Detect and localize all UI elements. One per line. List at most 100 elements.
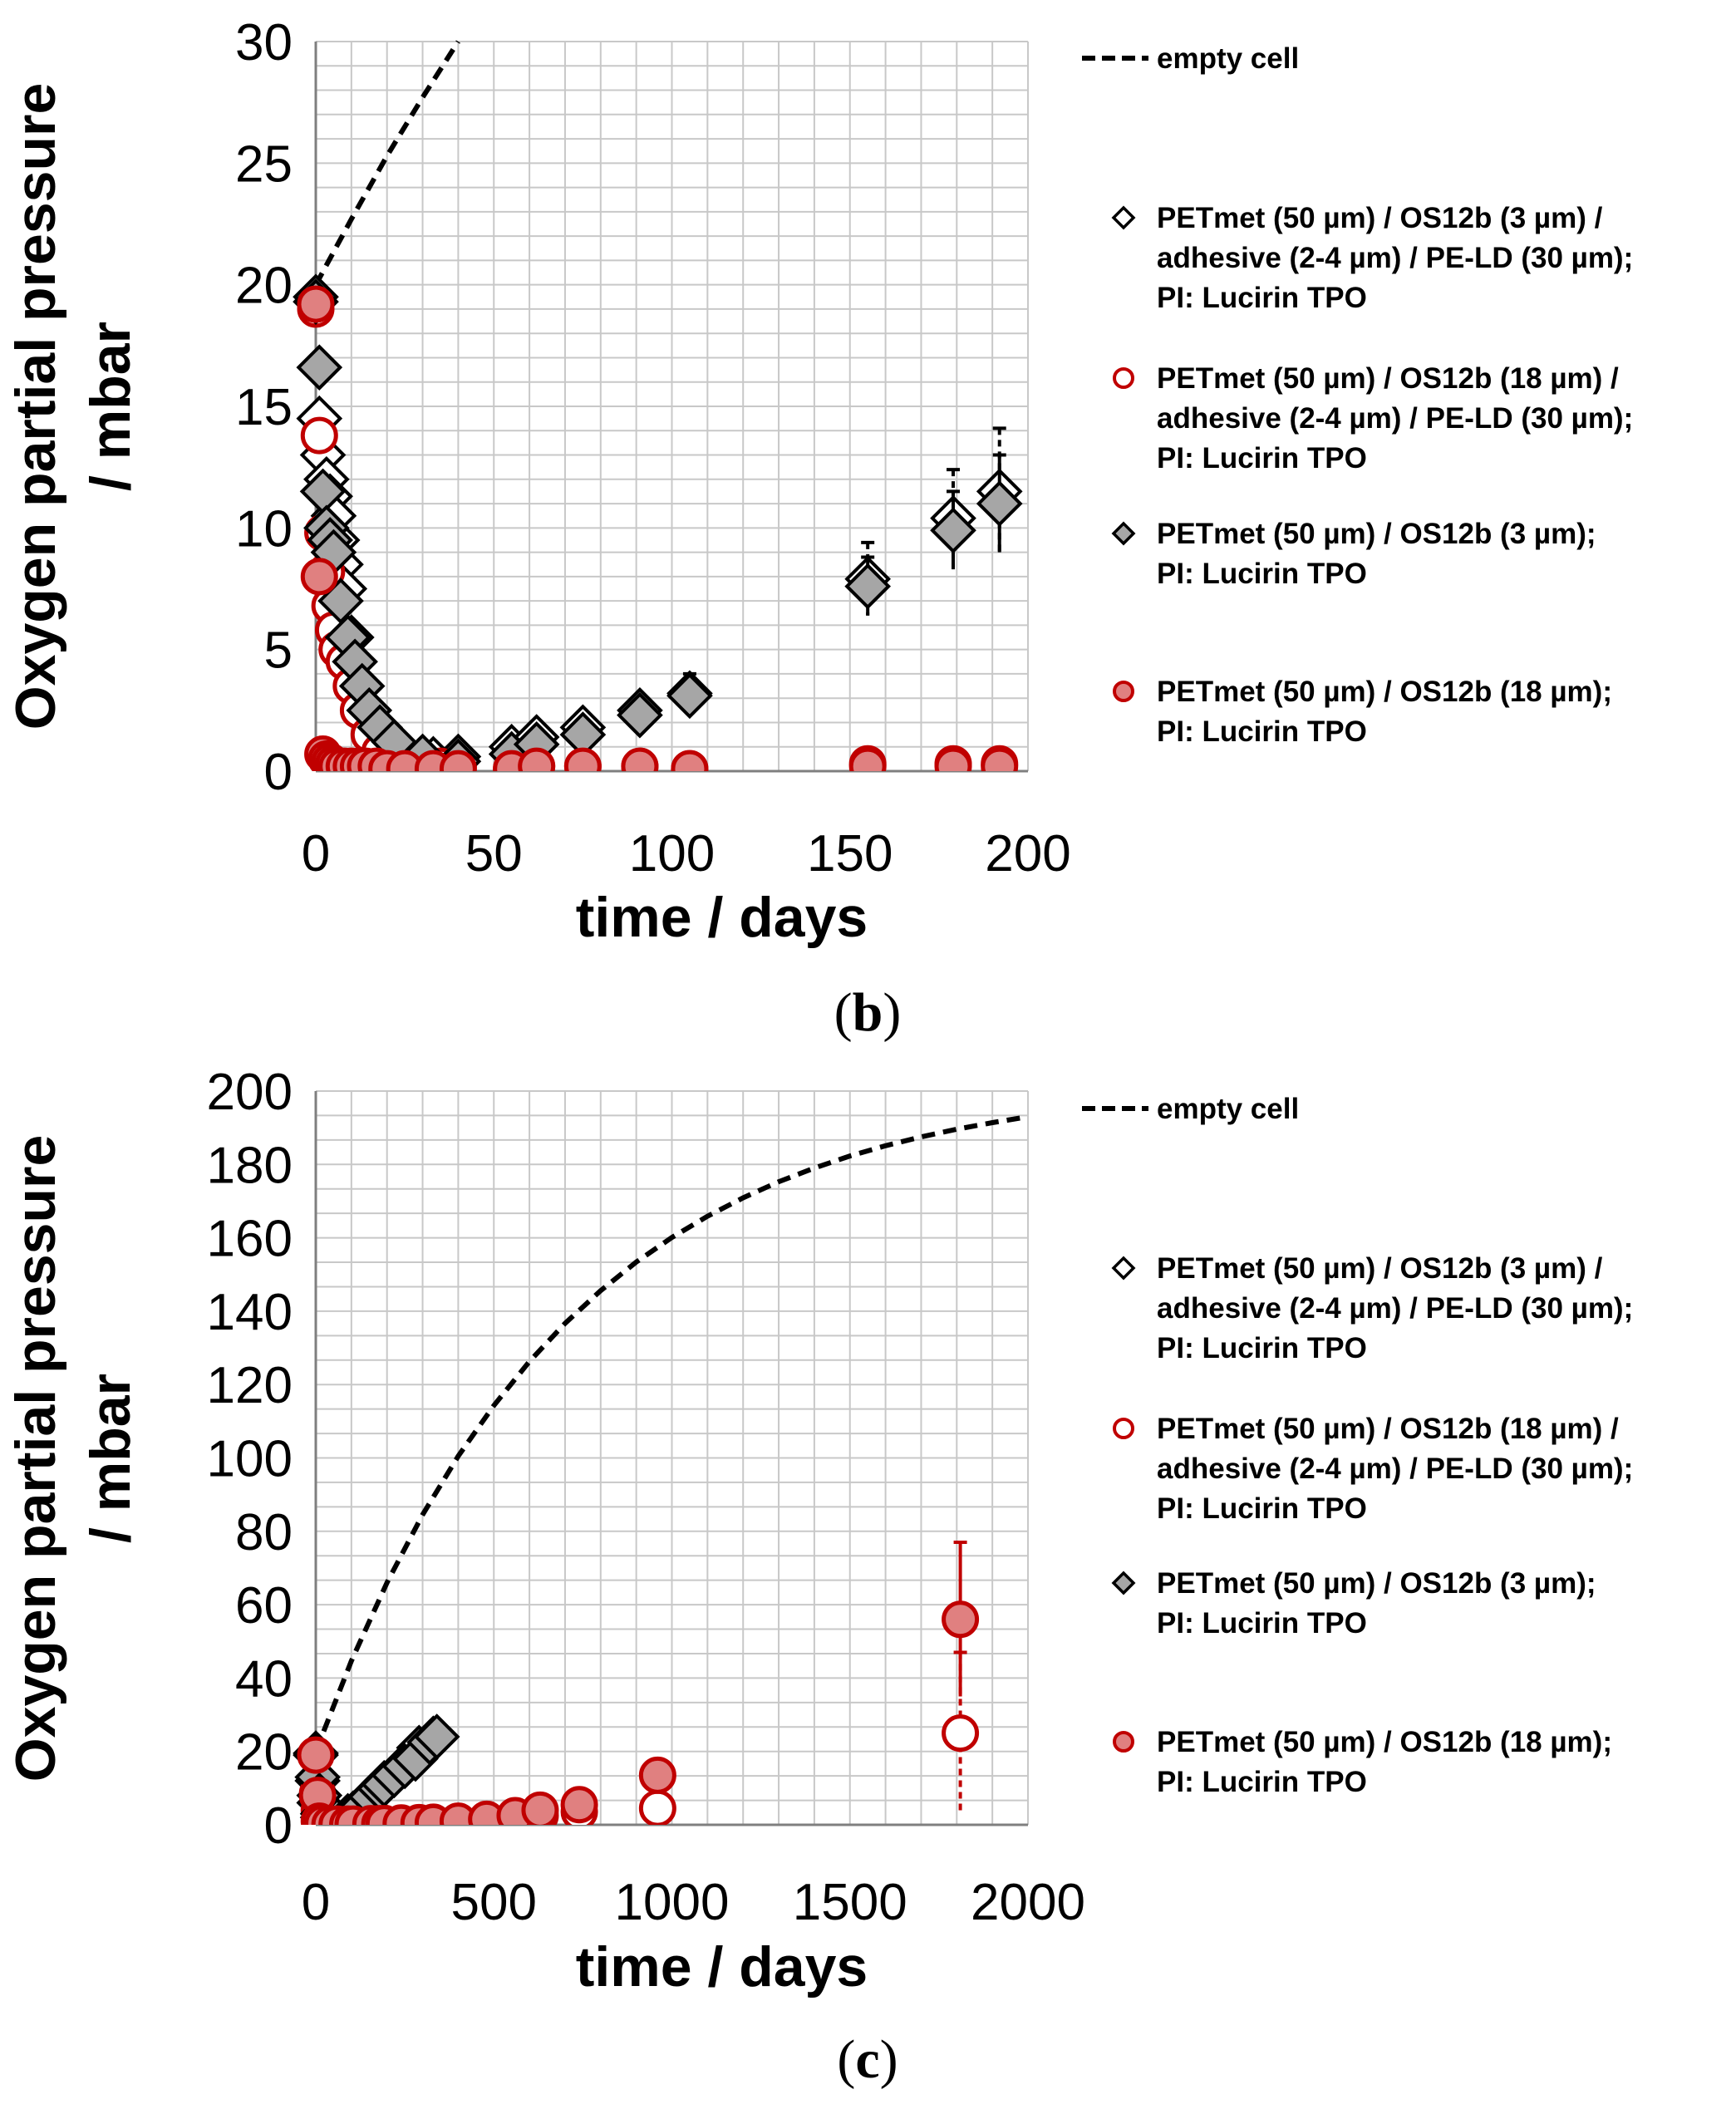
legend-label-s1: adhesive (2-4 µm) / PE-LD (30 µm); bbox=[1157, 242, 1633, 274]
panel-label-open: ( bbox=[834, 982, 853, 1043]
data-point bbox=[297, 1736, 335, 1774]
y-tick-label: 60 bbox=[235, 1577, 293, 1635]
data-point bbox=[942, 1714, 980, 1753]
legend-swatch-s3 bbox=[1111, 1571, 1136, 1595]
data-point bbox=[560, 1786, 598, 1824]
series-s4 bbox=[297, 285, 1019, 771]
y-tick-label: 0 bbox=[264, 744, 293, 801]
data-point bbox=[296, 344, 343, 391]
series-empty bbox=[313, 1113, 1029, 1753]
y-axis-title-unit: / mbar bbox=[79, 1374, 142, 1543]
legend-label-s2: PI: Lucirin TPO bbox=[1157, 1492, 1367, 1525]
legend-label-s2: adhesive (2-4 µm) / PE-LD (30 µm); bbox=[1157, 1453, 1633, 1485]
legend-label-s1: PI: Lucirin TPO bbox=[1157, 282, 1367, 314]
panel-label-letter: b bbox=[853, 982, 883, 1043]
legend-swatch-s2 bbox=[1113, 367, 1134, 389]
legend-label-s2: adhesive (2-4 µm) / PE-LD (30 µm); bbox=[1157, 402, 1633, 435]
data-point bbox=[413, 1713, 460, 1760]
data-point bbox=[638, 1756, 676, 1794]
legend: empty cell PETmet (50 µm) / OS12b (3 µm) … bbox=[1082, 42, 1633, 748]
y-tick-label: 140 bbox=[207, 1284, 293, 1341]
x-tick-label: 0 bbox=[302, 825, 330, 882]
y-tick-label: 40 bbox=[235, 1650, 293, 1708]
data-point bbox=[981, 747, 1019, 771]
grid bbox=[315, 41, 1029, 772]
legend-label-s3: PETmet (50 µm) / OS12b (3 µm); bbox=[1157, 518, 1596, 550]
legend-label-empty: empty cell bbox=[1157, 42, 1299, 75]
data-point bbox=[848, 747, 887, 771]
plot-area bbox=[293, 40, 1023, 771]
y-axis-title: Oxygen partial pressure bbox=[4, 83, 67, 730]
legend-swatch-s1 bbox=[1111, 205, 1136, 230]
y-tick-label: 0 bbox=[264, 1797, 293, 1855]
y-tick-label: 20 bbox=[235, 1724, 293, 1782]
panel-label-open: ( bbox=[837, 2029, 855, 2090]
legend-label-empty: empty cell bbox=[1157, 1093, 1299, 1125]
x-tick-label: 50 bbox=[465, 825, 523, 882]
legend-swatch-s1 bbox=[1111, 1256, 1136, 1281]
legend-label-s1: PETmet (50 µm) / OS12b (3 µm) / bbox=[1157, 202, 1603, 234]
legend-label-s1: PETmet (50 µm) / OS12b (3 µm) / bbox=[1157, 1252, 1603, 1285]
data-point bbox=[976, 480, 1023, 527]
legend-label-s2: PETmet (50 µm) / OS12b (18 µm) / bbox=[1157, 1413, 1619, 1445]
data-point bbox=[518, 747, 556, 771]
legend-swatch-s2 bbox=[1113, 1418, 1134, 1439]
data-point bbox=[439, 750, 477, 771]
legend-swatch-s4 bbox=[1113, 1731, 1134, 1753]
legend-label-s2: PI: Lucirin TPO bbox=[1157, 442, 1367, 474]
legend-label-s1: PI: Lucirin TPO bbox=[1157, 1332, 1367, 1364]
x-tick-label: 500 bbox=[451, 1874, 537, 1931]
panel-label: (c) bbox=[837, 2029, 898, 2090]
y-tick-label: 25 bbox=[235, 135, 293, 193]
legend: empty cell PETmet (50 µm) / OS12b (3 µm) … bbox=[1082, 1093, 1633, 1798]
y-tick-label: 5 bbox=[264, 622, 293, 680]
y-tick-label: 100 bbox=[207, 1431, 293, 1488]
y-tick-label: 20 bbox=[235, 258, 293, 315]
panel-label: (b) bbox=[834, 982, 902, 1043]
empty-cell-curve bbox=[313, 40, 460, 287]
series-empty bbox=[313, 40, 460, 287]
x-axis-title: time / days bbox=[576, 886, 868, 949]
grid bbox=[315, 1090, 1029, 1826]
legend-label-s3: PETmet (50 µm) / OS12b (3 µm); bbox=[1157, 1567, 1596, 1600]
data-point bbox=[617, 691, 663, 739]
x-tick-label: 150 bbox=[807, 825, 893, 882]
legend-label-s1: adhesive (2-4 µm) / PE-LD (30 µm); bbox=[1157, 1292, 1633, 1325]
x-axis-title: time / days bbox=[576, 1935, 868, 1998]
legend-label-s2: PETmet (50 µm) / OS12b (18 µm) / bbox=[1157, 362, 1619, 395]
legend-label-s3: PI: Lucirin TPO bbox=[1157, 1607, 1367, 1640]
data-point bbox=[621, 747, 659, 771]
y-tick-label: 120 bbox=[207, 1357, 293, 1414]
data-point bbox=[666, 672, 713, 720]
x-tick-label: 2000 bbox=[971, 1874, 1085, 1931]
data-point bbox=[563, 747, 602, 771]
x-tick-label: 1000 bbox=[615, 1874, 730, 1931]
y-tick-label: 180 bbox=[207, 1137, 293, 1194]
data-point bbox=[942, 1600, 980, 1639]
data-point bbox=[934, 747, 972, 771]
data-point bbox=[638, 1789, 676, 1825]
legend-label-s4: PI: Lucirin TPO bbox=[1157, 715, 1367, 748]
x-tick-label: 100 bbox=[629, 825, 715, 882]
y-axis-title: Oxygen partial pressure bbox=[4, 1135, 67, 1782]
panel-label-close: ) bbox=[883, 982, 901, 1043]
legend-label-s4: PETmet (50 µm) / OS12b (18 µm); bbox=[1157, 1726, 1612, 1758]
empty-cell-curve bbox=[313, 1113, 1029, 1753]
series-s4 bbox=[297, 1541, 980, 1825]
legend-label-s3: PI: Lucirin TPO bbox=[1157, 558, 1367, 590]
y-tick-label: 160 bbox=[207, 1211, 293, 1268]
data-point bbox=[521, 1791, 559, 1825]
x-tick-label: 1500 bbox=[793, 1874, 907, 1931]
y-axis-title-unit: / mbar bbox=[79, 322, 142, 491]
legend-label-s4: PETmet (50 µm) / OS12b (18 µm); bbox=[1157, 676, 1612, 708]
panel-label-letter: c bbox=[855, 2029, 879, 2090]
data-point bbox=[930, 507, 976, 554]
x-tick-label: 200 bbox=[985, 825, 1070, 882]
y-tick-label: 10 bbox=[235, 500, 293, 558]
data-point bbox=[297, 285, 335, 323]
data-point bbox=[844, 563, 892, 610]
data-point bbox=[671, 750, 709, 771]
data-point bbox=[300, 558, 338, 596]
